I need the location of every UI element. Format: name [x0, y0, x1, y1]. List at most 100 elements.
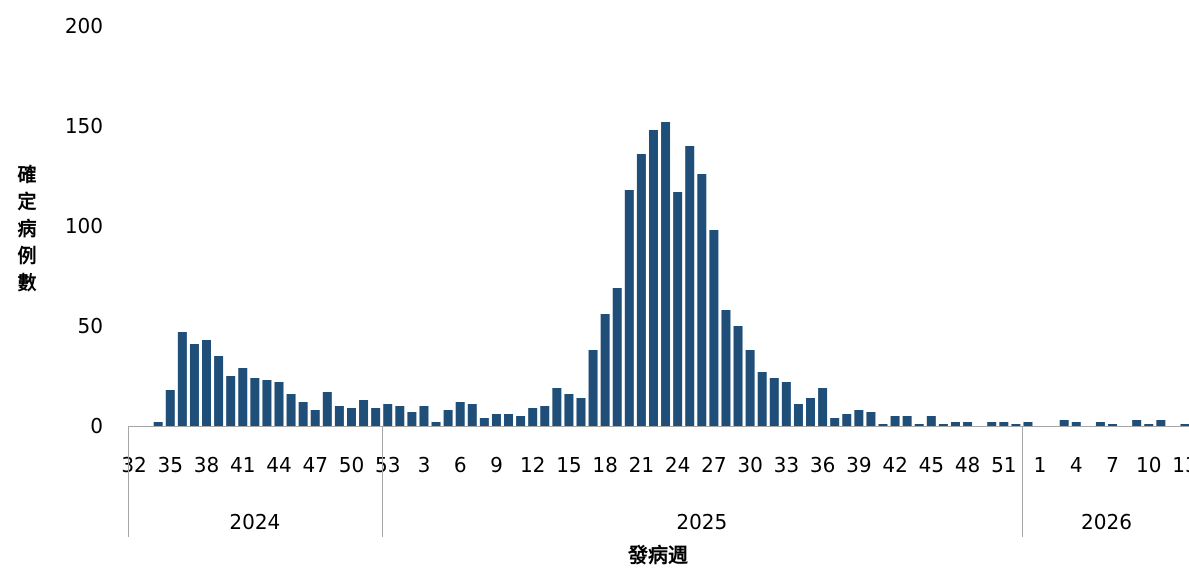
bar — [806, 398, 816, 426]
x-tick-label: 35 — [158, 453, 183, 477]
bar — [238, 368, 248, 426]
y-axis-label-char: 定 — [17, 190, 36, 213]
x-tick-label: 45 — [919, 453, 944, 477]
bar — [999, 422, 1009, 426]
y-axis-label-char: 確 — [17, 163, 36, 186]
x-tick-label: 44 — [266, 453, 291, 477]
bar — [1108, 424, 1118, 426]
bar — [781, 382, 791, 426]
bar — [709, 230, 719, 426]
bar — [1095, 422, 1105, 426]
bar — [878, 424, 888, 426]
x-tick-label: 7 — [1106, 453, 1119, 477]
bar — [395, 406, 405, 426]
x-tick-label: 9 — [490, 453, 503, 477]
bar — [419, 406, 429, 426]
bar — [697, 174, 707, 426]
bar — [202, 340, 212, 426]
x-tick-label: 4 — [1070, 453, 1083, 477]
bar — [504, 414, 514, 426]
bar — [274, 382, 284, 426]
x-tick-label: 33 — [774, 453, 799, 477]
bar — [310, 410, 320, 426]
y-tick-label: 50 — [78, 314, 103, 338]
bar — [890, 416, 900, 426]
bar — [189, 344, 199, 426]
bar — [624, 190, 634, 426]
x-tick-label: 42 — [882, 453, 907, 477]
bar — [262, 380, 272, 426]
bar — [576, 398, 586, 426]
y-axis-label: 確定病例數 — [17, 163, 36, 294]
x-tick-label: 38 — [194, 453, 219, 477]
bar — [564, 394, 574, 426]
bar — [842, 414, 852, 426]
bar — [769, 378, 779, 426]
bar — [455, 402, 465, 426]
bar — [552, 388, 562, 426]
bar — [757, 372, 767, 426]
bar — [818, 388, 828, 426]
bar — [165, 390, 175, 426]
x-tick-label: 53 — [375, 453, 400, 477]
y-axis-label-char: 病 — [17, 217, 36, 240]
bar — [673, 192, 683, 426]
x-tick-label: 32 — [121, 453, 146, 477]
y-axis-label-char: 數 — [17, 272, 36, 294]
x-tick-label: 15 — [556, 453, 581, 477]
bar — [334, 406, 344, 426]
bar — [866, 412, 876, 426]
bar — [479, 418, 489, 426]
bar — [177, 332, 187, 426]
x-tick-label: 21 — [629, 453, 654, 477]
y-tick-label: 100 — [65, 214, 103, 238]
y-axis-label-char: 例 — [17, 244, 36, 267]
x-tick-label: 48 — [955, 453, 980, 477]
x-tick-label: 51 — [991, 453, 1016, 477]
x-tick-label: 3 — [418, 453, 431, 477]
year-label: 2026 — [1081, 510, 1132, 534]
bar — [938, 424, 948, 426]
bar — [588, 350, 598, 426]
x-tick-label: 47 — [303, 453, 328, 477]
x-tick-label: 27 — [701, 453, 726, 477]
year-groups: 2024 2025 2026 — [128, 426, 1132, 537]
bar — [1071, 422, 1081, 426]
bar — [636, 154, 646, 426]
x-tick-label: 36 — [810, 453, 835, 477]
bar — [371, 408, 381, 426]
bars — [153, 122, 1189, 426]
x-tick-label: 24 — [665, 453, 690, 477]
bar — [914, 424, 924, 426]
bar — [431, 422, 441, 426]
bar — [467, 404, 477, 426]
y-tick-label: 0 — [90, 414, 103, 438]
x-tick-label: 6 — [454, 453, 467, 477]
bar — [648, 130, 658, 426]
bar — [721, 310, 731, 426]
bar — [1156, 420, 1166, 426]
x-tick-label: 41 — [230, 453, 255, 477]
bar — [987, 422, 997, 426]
y-tick-label: 150 — [65, 114, 103, 138]
bar — [322, 392, 332, 426]
x-tick-label: 18 — [592, 453, 617, 477]
bar — [902, 416, 912, 426]
bar — [661, 122, 671, 426]
bar — [226, 376, 236, 426]
bar — [359, 400, 369, 426]
x-tick-label: 30 — [737, 453, 762, 477]
x-tick-label: 1 — [1034, 453, 1047, 477]
bar — [612, 288, 622, 426]
bar — [963, 422, 973, 426]
bar — [516, 416, 526, 426]
bar — [1059, 420, 1069, 426]
bar — [830, 418, 840, 426]
bar — [298, 402, 308, 426]
bar — [214, 356, 224, 426]
year-label: 2025 — [676, 510, 727, 534]
bar — [854, 410, 864, 426]
bar — [407, 412, 417, 426]
x-tick-label: 39 — [846, 453, 871, 477]
x-tick-label: 50 — [339, 453, 364, 477]
